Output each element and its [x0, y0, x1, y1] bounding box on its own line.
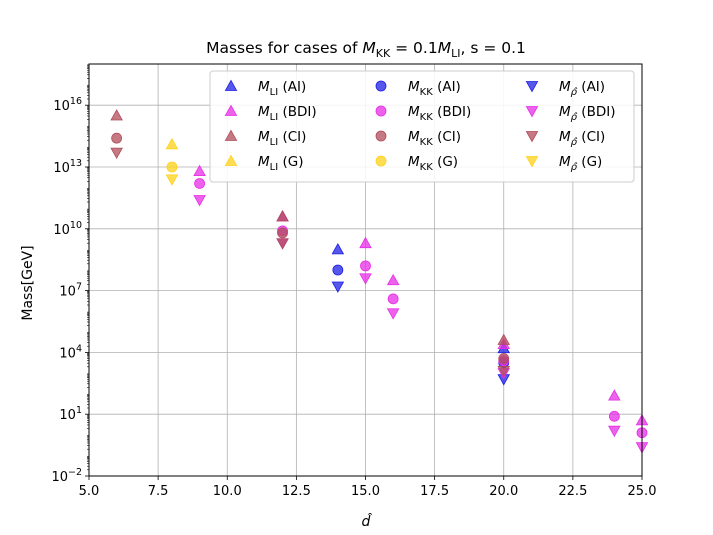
- data-point: [276, 210, 289, 222]
- data-point: [497, 333, 511, 345]
- y-axis-label: Mass[GeV]: [20, 245, 36, 320]
- data-point: [165, 174, 179, 186]
- legend-entry-label: Mρ̂ (BDI): [559, 104, 615, 123]
- data-point: [166, 161, 178, 173]
- x-axis-label: d̂: [362, 513, 373, 530]
- data-point: [193, 164, 206, 177]
- data-point: [360, 260, 371, 272]
- data-point: [110, 147, 123, 160]
- legend-marker: [224, 104, 238, 116]
- legend-marker: [525, 106, 539, 118]
- x-tick-label: 7.5: [148, 484, 169, 499]
- legend-marker: [525, 131, 539, 143]
- data-point: [165, 137, 179, 150]
- legend-entry-label: MKK (AI): [408, 79, 461, 98]
- x-tick-label: 17.5: [420, 484, 449, 499]
- x-axis-ticks: 5.0 7.5 10.0 12.5 15.0 17.5 20.0 22.5 25.0: [79, 476, 657, 499]
- x-tick-label: 22.5: [558, 484, 587, 499]
- legend-marker: [375, 80, 387, 92]
- legend-entry-label: MLI (CI): [258, 129, 306, 148]
- legend-marker: [224, 129, 238, 141]
- y-tick-label: 1010: [53, 220, 82, 238]
- legend-entry-label: MKK (BDI): [408, 104, 471, 123]
- legend-entry-label: MKK (CI): [408, 129, 461, 148]
- legend-marker: [224, 79, 238, 91]
- legend-box: [209, 70, 635, 183]
- legend-marker: [525, 81, 539, 93]
- x-tick-label: 15.0: [351, 484, 380, 499]
- data-point: [331, 242, 345, 255]
- x-tick-label: 12.5: [282, 484, 311, 499]
- y-tick-label: 10−2: [51, 467, 82, 485]
- legend-entry-label: MLI (G): [258, 154, 303, 173]
- data-point: [359, 236, 372, 249]
- data-point: [276, 238, 289, 250]
- data-point: [387, 293, 399, 305]
- data-point: [608, 410, 620, 422]
- legend-entry-label: MLI (AI): [258, 79, 306, 98]
- data-point: [386, 273, 400, 286]
- series-kk-ci: [111, 132, 510, 364]
- data-point: [193, 195, 206, 207]
- legend-entry-label: Mρ̂ (CI): [559, 129, 605, 148]
- legend-entry-label: Mρ̂ (G): [559, 154, 602, 173]
- legend-entry-label: MKK (G): [408, 154, 458, 173]
- y-tick-label: 101: [59, 405, 82, 423]
- y-tick-label: 107: [59, 282, 82, 300]
- legend: MLI (AI) MLI (BDI) MLI (CI) MLI (G) MKK (AI)…: [209, 70, 635, 183]
- data-point: [277, 227, 288, 239]
- y-tick-label: 104: [59, 343, 82, 361]
- y-axis-ticks: 10−2 101 104 107 1010 1013 1016: [51, 64, 89, 485]
- series-rho-g: [165, 174, 179, 186]
- data-point: [331, 281, 345, 293]
- series-rho-ci: [110, 147, 511, 378]
- data-point: [332, 264, 344, 276]
- y-tick-label: 1016: [53, 96, 82, 114]
- data-point: [498, 353, 510, 364]
- data-point: [359, 273, 372, 285]
- series-kk-g: [166, 161, 178, 173]
- data-point: [194, 178, 206, 189]
- series-li-g: [165, 137, 179, 150]
- x-tick-label: 20.0: [489, 484, 518, 499]
- x-tick-label: 5.0: [79, 484, 100, 499]
- data-point: [110, 109, 123, 121]
- legend-marker: [375, 155, 387, 167]
- legend-marker: [224, 154, 238, 166]
- x-tick-label: 10.0: [213, 484, 242, 499]
- y-tick-label: 1013: [53, 158, 82, 176]
- data-point: [386, 308, 400, 320]
- data-point: [608, 425, 621, 438]
- data-markers: [110, 109, 649, 454]
- data-point: [111, 132, 123, 144]
- legend-marker: [375, 105, 387, 117]
- data-point: [608, 389, 621, 401]
- legend-marker: [525, 156, 539, 168]
- legend-entry-label: Mρ̂ (AI): [559, 79, 605, 98]
- series-li-ci: [110, 109, 511, 345]
- x-tick-label: 25.0: [628, 484, 657, 499]
- chart-title: Masses for cases of MKK = 0.1MLI, s = 0.…: [206, 39, 526, 60]
- legend-marker: [375, 130, 387, 142]
- data-point: [497, 366, 511, 378]
- legend-entry-label: MLI (BDI): [258, 104, 317, 123]
